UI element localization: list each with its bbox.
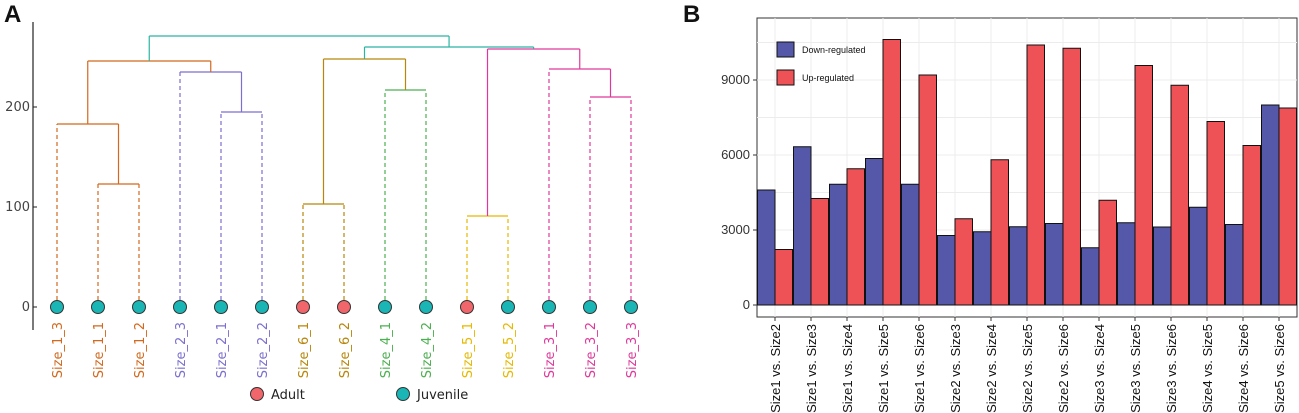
bar-down-regulated <box>1261 104 1280 306</box>
x-tick-label: Size3 vs. Size5 <box>1128 324 1143 413</box>
leaf-point <box>378 300 392 314</box>
x-tick-label: Size1 vs. Size4 <box>840 324 855 413</box>
leaf-point <box>255 300 269 314</box>
leaf-point <box>460 300 474 314</box>
leaf-point <box>501 300 515 314</box>
leaf-point <box>583 300 597 314</box>
bar-up-regulated <box>1242 145 1261 306</box>
leaf-point <box>91 300 105 314</box>
legend-label: Juvenile <box>416 388 468 403</box>
leaf-label: Size_6_1 <box>297 322 312 378</box>
leaf-label: Size_4_1 <box>379 322 394 378</box>
bar-down-regulated <box>1189 206 1208 306</box>
x-tick-label: Size2 vs. Size4 <box>984 324 999 413</box>
bar-up-regulated <box>1026 44 1045 306</box>
bar-down-regulated <box>757 189 776 306</box>
y-tick-label: 200 <box>5 100 30 115</box>
leaf-point <box>624 300 638 314</box>
bar-down-regulated <box>973 231 992 306</box>
y-tick-label: 3000 <box>721 222 750 237</box>
bar-down-regulated <box>1153 226 1172 306</box>
x-tick-label: Size4 vs. Size5 <box>1200 324 1215 413</box>
leaf-label: Size_5_1 <box>461 322 476 378</box>
bar-chart-panel: 0 3000 6000 9000 Size1 vs. Size2 Size1 vs. Si… <box>721 17 1298 413</box>
x-tick-label: Size3 vs. Size4 <box>1092 324 1107 413</box>
legend-swatch <box>250 387 264 401</box>
y-tick-label: 0 <box>22 300 30 315</box>
x-tick-label: Size4 vs. Size6 <box>1236 324 1251 413</box>
bar-down-regulated <box>901 183 920 306</box>
bar-down-regulated <box>829 183 848 306</box>
x-tick-label: Size1 vs. Size2 <box>768 324 783 413</box>
bar-up-regulated <box>1098 199 1117 306</box>
bar-down-regulated <box>937 235 956 306</box>
panel-label-a: A <box>4 1 21 28</box>
bar-up-regulated <box>1062 47 1081 306</box>
leaf-label: Size_2_1 <box>215 322 230 378</box>
legend-swatch <box>776 41 795 58</box>
dendrogram-panel: 0 100 200 Size_1_3 Size_1_1 Size_1_2 Size_2_3 S… <box>5 22 640 403</box>
bar-down-regulated <box>1225 224 1244 306</box>
bar-up-regulated <box>1278 107 1297 306</box>
leaf-point <box>214 300 228 314</box>
bar-up-regulated <box>954 218 973 306</box>
leaf-label: Size_1_3 <box>51 322 66 378</box>
bar-up-regulated <box>774 249 793 306</box>
leaf-point <box>337 300 351 314</box>
bar-down-regulated <box>865 158 884 306</box>
leaf-point <box>419 300 433 314</box>
bar-up-regulated <box>1206 121 1225 306</box>
legend-swatch <box>776 69 795 86</box>
bar-up-regulated <box>846 168 865 306</box>
leaf-label: Size_3_3 <box>625 322 640 378</box>
bar-down-regulated <box>793 146 812 306</box>
y-tick-label: 9000 <box>721 72 750 87</box>
leaf-point <box>542 300 556 314</box>
bar-down-regulated <box>1045 223 1064 306</box>
leaf-label: Size_1_1 <box>92 322 107 378</box>
legend-label: Up-regulated <box>802 73 854 83</box>
y-tick-label: 100 <box>5 200 30 215</box>
leaf-point <box>173 300 187 314</box>
y-tick-label: 0 <box>743 297 750 312</box>
leaf-point <box>132 300 146 314</box>
x-tick-label: Size2 vs. Size3 <box>948 324 963 413</box>
leaf-label: Size_4_2 <box>420 322 435 378</box>
bar-up-regulated <box>1134 65 1153 306</box>
bar-down-regulated <box>1081 247 1100 306</box>
bar-down-regulated <box>1117 222 1136 306</box>
panel-label-b: B <box>683 1 700 28</box>
leaf-point <box>296 300 310 314</box>
legend-swatch <box>396 387 410 401</box>
bar-up-regulated <box>810 198 829 306</box>
leaf-label: Size_6_2 <box>338 322 353 378</box>
x-tick-label: Size2 vs. Size6 <box>1056 324 1071 413</box>
bar-up-regulated <box>990 159 1009 306</box>
x-tick-label: Size1 vs. Size5 <box>876 324 891 413</box>
leaf-label: Size_3_2 <box>584 322 599 378</box>
legend-label: Down-regulated <box>802 45 866 55</box>
x-tick-label: Size1 vs. Size6 <box>912 324 927 413</box>
x-tick-label: Size3 vs. Size6 <box>1164 324 1179 413</box>
bar-down-regulated <box>1009 226 1028 306</box>
x-tick-label: Size5 vs. Size6 <box>1272 324 1287 413</box>
leaf-point <box>50 300 64 314</box>
y-tick-label: 6000 <box>721 147 750 162</box>
leaf-label: Size_2_3 <box>174 322 189 378</box>
x-tick-label: Size1 vs. Size3 <box>804 324 819 413</box>
leaf-label: Size_5_2 <box>502 322 517 378</box>
bar-up-regulated <box>918 74 937 306</box>
legend-label: Adult <box>271 388 305 403</box>
leaf-label: Size_1_2 <box>133 322 148 378</box>
leaf-label: Size_3_1 <box>543 322 558 378</box>
bar-up-regulated <box>882 39 901 306</box>
bar-up-regulated <box>1170 84 1189 306</box>
leaf-label: Size_2_2 <box>256 322 271 378</box>
x-tick-label: Size2 vs. Size5 <box>1020 324 1035 413</box>
